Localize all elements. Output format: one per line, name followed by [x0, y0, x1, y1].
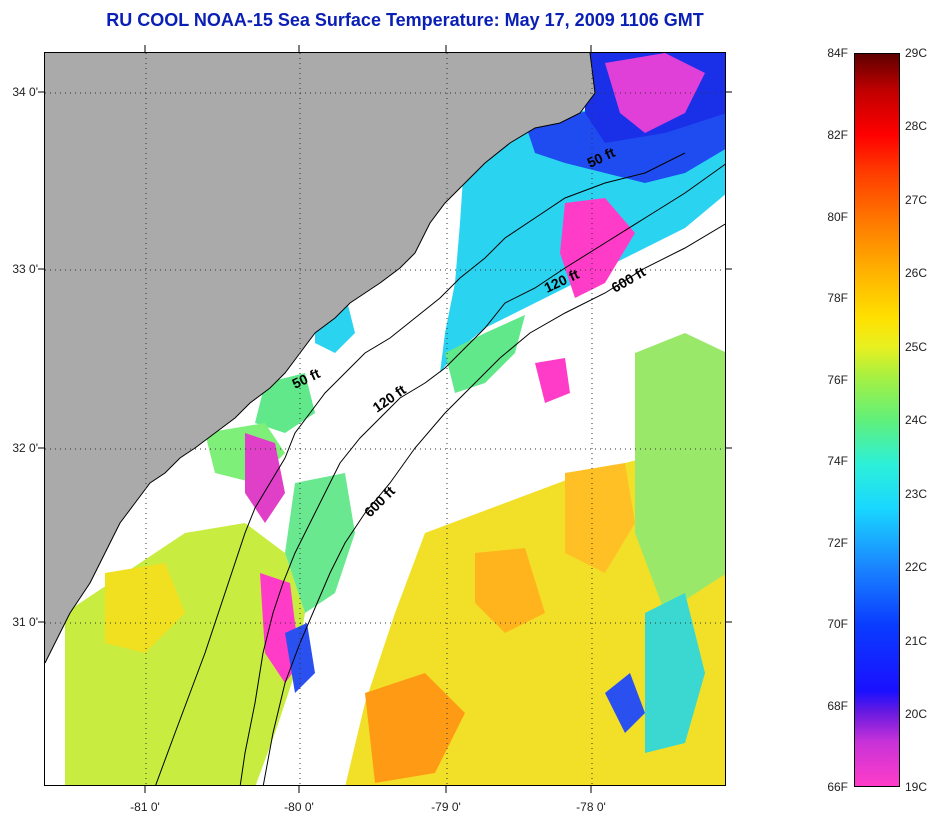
colorbar-c-label: 24C	[905, 413, 928, 427]
colorbar-f-label: 76F	[827, 373, 848, 387]
sst-patch-se-orange-2	[365, 673, 465, 783]
colorbar-f-label: 82F	[827, 128, 848, 142]
sst-patches	[65, 53, 725, 785]
sst-patch-se-cyan	[645, 593, 705, 753]
colorbar-f-label: 70F	[827, 617, 848, 631]
sst-patch-magenta-west	[245, 433, 285, 523]
sst-patch-blue-se	[605, 673, 645, 733]
coastline	[45, 53, 596, 664]
lon-label-78: -78 0'	[576, 800, 606, 814]
lat-label-31: 31 0'	[12, 615, 38, 629]
sst-patch-sw-yellow	[105, 563, 185, 653]
colorbar-f-label: 72F	[827, 536, 848, 550]
colorbar-c-label: 20C	[905, 707, 928, 721]
map-title: RU COOL NOAA-15 Sea Surface Temperature:…	[106, 10, 704, 30]
colorbar-f-label: 68F	[827, 699, 848, 713]
colorbar-f-label: 78F	[827, 291, 848, 305]
sst-patch-se-orange-3	[565, 463, 635, 573]
colorbar-f-label: 74F	[827, 454, 848, 468]
land	[45, 53, 595, 663]
contour-50ft	[155, 152, 686, 785]
lat-label-32: 32 0'	[12, 441, 38, 455]
colorbar-c-label: 22C	[905, 560, 928, 574]
sst-patch-green-mid	[285, 473, 355, 613]
colorbar-c-label: 21C	[905, 634, 928, 648]
lon-label-80: -80 0'	[284, 800, 314, 814]
graticule	[45, 53, 725, 785]
colorbar-c-label: 23C	[905, 487, 928, 501]
colorbar-c-label: 28C	[905, 119, 928, 133]
colorbar-c-label: 19C	[905, 780, 928, 794]
colorbar-c-label: 25C	[905, 340, 928, 354]
colorbar-f-label: 80F	[827, 210, 848, 224]
sst-patch-se-green	[635, 333, 725, 613]
colorbar-c-label: 27C	[905, 193, 928, 207]
temperature-colorbar	[854, 53, 900, 787]
sst-patch-magenta-east	[535, 358, 570, 403]
lat-label-34: 34 0'	[12, 85, 38, 99]
sst-map: 50 ft 120 ft 600 ft 50 ft 120 ft 600 ft	[44, 52, 726, 786]
sst-patch-se-orange-1	[475, 548, 545, 633]
lon-label-79: -79 0'	[431, 800, 461, 814]
sst-patch-green-north	[445, 315, 525, 393]
contour-120ft	[239, 163, 725, 785]
colorbar-c-label: 29C	[905, 46, 928, 60]
colorbar-f-label: 66F	[827, 780, 848, 794]
lat-label-33: 33 0'	[12, 262, 38, 276]
lon-label-81: -81 0'	[130, 800, 160, 814]
colorbar-c-label: 26C	[905, 266, 928, 280]
colorbar-f-label: 84F	[827, 46, 848, 60]
sst-map-canvas: 50 ft 120 ft 600 ft 50 ft 120 ft 600 ft	[45, 53, 725, 785]
